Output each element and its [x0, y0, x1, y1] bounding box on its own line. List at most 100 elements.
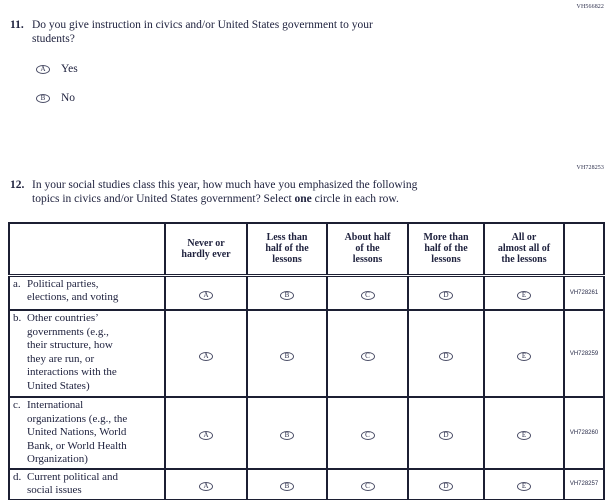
answer-bubble-icon[interactable]: D [439, 351, 453, 361]
answer-bubble-icon[interactable]: A [199, 430, 213, 440]
bubble-letter: E [521, 351, 527, 360]
question-12-text-start: In your social studies class this year, … [32, 179, 418, 205]
row-d-accession-code: VH728257 [563, 467, 605, 500]
bubble-letter: C [365, 351, 370, 360]
answer-bubble-icon[interactable]: C [360, 430, 375, 440]
row-b-cell-more-than-half: D [407, 309, 485, 398]
answer-bubble-icon[interactable]: A [199, 290, 213, 300]
bubble-letter: E [521, 482, 527, 490]
bubble-letter: B [284, 351, 290, 360]
answer-bubble-icon[interactable]: B [280, 430, 294, 440]
q11-option-no[interactable]: B No [36, 92, 75, 104]
question-12-text-end: circle in each row. [311, 193, 399, 205]
answer-bubble-icon[interactable]: E [517, 351, 531, 361]
bubble-letter: B [284, 482, 290, 490]
row-a-cell-more-than-half: D [407, 274, 485, 311]
answer-bubble-icon[interactable]: E [517, 482, 531, 491]
bubble-letter: E [521, 430, 527, 439]
bubble-letter: D [443, 351, 449, 360]
answer-bubble-icon[interactable]: A [199, 482, 213, 491]
bubble-letter: D [443, 290, 449, 299]
answer-bubble-icon[interactable]: B [280, 290, 294, 300]
row-b-topic: b. Other countries’ governments (e.g., th… [8, 309, 166, 398]
answer-bubble-icon[interactable]: B [280, 482, 294, 491]
table-row-b: b. Other countries’ governments (e.g., th… [8, 309, 605, 398]
row-b-cell-all: E [483, 309, 565, 398]
answer-bubble-icon[interactable]: A [199, 351, 213, 361]
bubble-letter: A [203, 430, 209, 439]
bubble-letter: A [203, 290, 209, 299]
question-12-bold-word: one [294, 193, 312, 205]
bubble-letter: E [521, 290, 527, 299]
question-12-number: 12. [10, 179, 25, 191]
answer-bubble-icon[interactable]: E [517, 430, 531, 440]
row-d-cell-more-than-half: D [407, 467, 485, 500]
row-c-accession-code: VH728260 [563, 396, 605, 470]
row-a-cell-less-than-half: B [246, 274, 328, 311]
bubble-letter: A [40, 64, 46, 73]
answer-bubble-icon[interactable]: D [439, 290, 453, 300]
row-letter: a. [13, 277, 21, 290]
answer-bubble-icon[interactable]: C [360, 351, 375, 361]
answer-bubble-icon[interactable]: D [439, 430, 453, 440]
table-row-c: c. International organizations (e.g., the… [8, 396, 605, 470]
bubble-letter: C [365, 290, 370, 299]
row-b-cell-about-half: C [326, 309, 409, 398]
row-d-cell-about-half: C [326, 467, 409, 500]
row-topic-text: Other countries’ governments (e.g., thei… [27, 312, 117, 392]
answer-bubble-icon[interactable]: D [439, 482, 453, 491]
row-c-topic: c. International organizations (e.g., the… [8, 396, 166, 470]
q12-response-matrix: Never or hardly ever Less than half of t… [8, 222, 605, 500]
bubble-letter: B [284, 290, 290, 299]
question-11: 11. Do you give instruction in civics an… [10, 18, 480, 46]
answer-bubble-icon[interactable]: E [517, 290, 531, 300]
column-header-all: All or almost all of the lessons [483, 222, 565, 277]
matrix-header-row: Never or hardly ever Less than half of t… [8, 222, 605, 277]
row-c-cell-less-than-half: B [246, 396, 328, 470]
table-row-d: d. Current political and social issues A … [8, 467, 605, 500]
q11-option-yes-label: Yes [61, 63, 78, 75]
row-b-accession-code: VH728259 [563, 309, 605, 398]
bubble-letter: C [365, 430, 370, 439]
row-c-cell-about-half: C [326, 396, 409, 470]
q11-option-yes[interactable]: A Yes [36, 63, 78, 75]
row-a-cell-all: E [483, 274, 565, 311]
answer-bubble-icon[interactable]: B [280, 351, 294, 361]
bubble-letter: D [443, 482, 449, 490]
bubble-letter: A [203, 351, 209, 360]
row-topic-text: Political parties, elections, and voting [27, 277, 119, 304]
answer-bubble-icon[interactable]: C [360, 482, 375, 491]
row-d-cell-never: A [164, 467, 248, 500]
answer-bubble-icon[interactable]: B [36, 93, 50, 103]
bubble-letter: B [284, 430, 290, 439]
row-c-cell-more-than-half: D [407, 396, 485, 470]
row-letter: c. [13, 399, 21, 411]
bubble-letter: C [365, 482, 370, 490]
answer-bubble-icon[interactable]: A [36, 64, 50, 74]
row-d-cell-less-than-half: B [246, 467, 328, 500]
row-letter: d. [13, 470, 22, 483]
row-topic-text: International organizations (e.g., the U… [27, 399, 128, 465]
answer-bubble-icon[interactable]: C [360, 290, 375, 300]
row-a-cell-about-half: C [326, 274, 409, 311]
q11-option-no-label: No [61, 92, 76, 104]
row-b-cell-less-than-half: B [246, 309, 328, 398]
bubble-letter: B [40, 93, 46, 102]
column-header-never: Never or hardly ever [164, 222, 248, 277]
column-header-about-half: About half of the lessons [326, 222, 409, 277]
row-d-cell-all: E [483, 467, 565, 500]
row-b-cell-never: A [164, 309, 248, 398]
row-topic-text: Current political and social issues [27, 470, 119, 497]
row-a-cell-never: A [164, 274, 248, 311]
q12-accession-code: VH728253 [576, 165, 604, 171]
question-12-text: In your social studies class this year, … [32, 178, 417, 206]
row-c-cell-all: E [483, 396, 565, 470]
bubble-letter: A [203, 482, 209, 490]
table-row-a: a. Political parties, elections, and voti… [8, 274, 605, 311]
column-header-more-than-half: More than half of the lessons [407, 222, 485, 277]
bubble-letter: D [443, 430, 449, 439]
matrix-corner-cell [8, 222, 166, 277]
question-12: 12. In your social studies class this ye… [10, 178, 510, 206]
q11-accession-code: VH566822 [576, 4, 604, 10]
